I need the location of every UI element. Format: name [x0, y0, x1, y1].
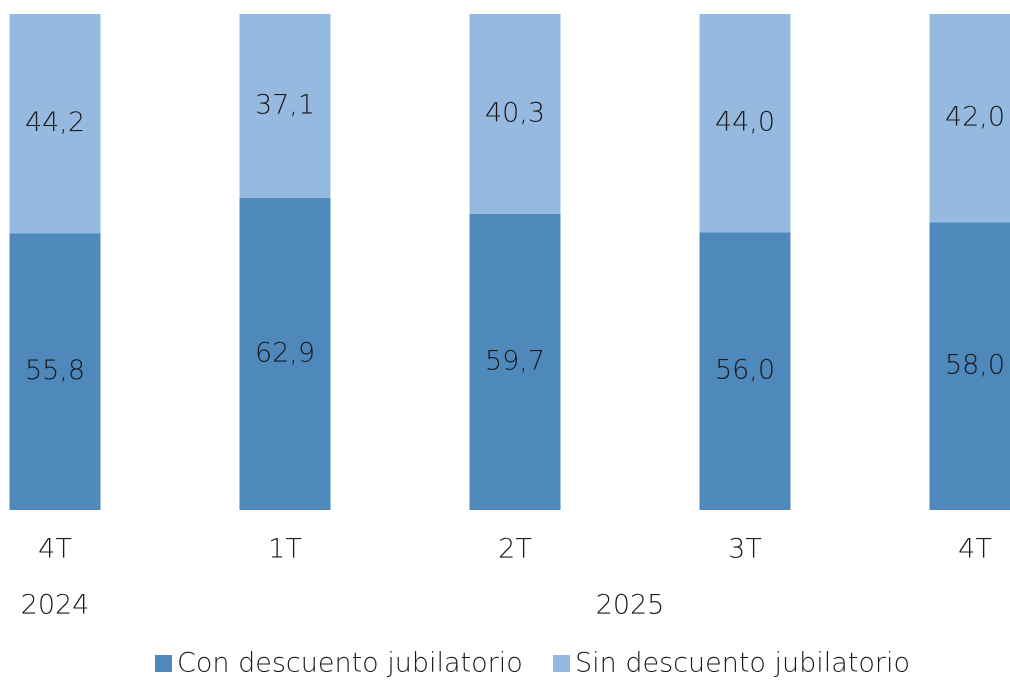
legend-swatch: [553, 655, 570, 672]
value-label: 40,3: [485, 97, 545, 128]
bar-segment: [239, 14, 331, 199]
legend-label: Con descuento jubilatorio: [177, 648, 523, 679]
value-label: 58,0: [945, 350, 1005, 381]
value-label: 44,0: [715, 107, 775, 138]
bar-segment: [699, 232, 791, 511]
value-label: 42,0: [945, 102, 1005, 133]
bar-segment: [9, 14, 101, 234]
x-tick-label: 2T: [498, 534, 532, 565]
x-tick-label: 1T: [268, 534, 302, 565]
bar-segment: [469, 213, 561, 510]
x-tick-label: 3T: [728, 534, 762, 565]
bar-segment: [239, 198, 331, 511]
x-tick-label: 4T: [38, 534, 72, 565]
group-label: 2025: [596, 590, 665, 621]
bar-segment: [9, 233, 101, 510]
value-label: 55,8: [25, 355, 85, 386]
value-label: 62,9: [255, 338, 315, 369]
bar-segment: [469, 14, 561, 214]
value-label: 56,0: [715, 355, 775, 386]
legend-swatch: [155, 655, 172, 672]
value-label: 37,1: [255, 90, 315, 121]
group-label: 2024: [21, 590, 90, 621]
bar-segment: [929, 222, 1010, 510]
value-label: 44,2: [25, 107, 85, 138]
value-label: 59,7: [485, 345, 545, 376]
legend-label: Sin descuento jubilatorio: [575, 648, 910, 679]
x-tick-label: 4T: [958, 534, 992, 565]
bar-segment: [929, 14, 1010, 223]
bar-segment: [699, 14, 791, 233]
